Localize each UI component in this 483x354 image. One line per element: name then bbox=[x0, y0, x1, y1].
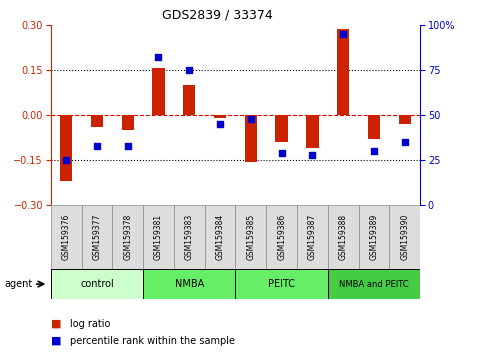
Text: GSM159383: GSM159383 bbox=[185, 214, 194, 260]
Point bbox=[401, 139, 409, 145]
Bar bbox=[51, 205, 82, 269]
Bar bbox=[205, 205, 236, 269]
Bar bbox=[275, 115, 288, 142]
Text: GDS2839 / 33374: GDS2839 / 33374 bbox=[162, 9, 273, 22]
Text: PEITC: PEITC bbox=[268, 279, 295, 289]
Point bbox=[62, 157, 70, 163]
Point bbox=[340, 31, 347, 37]
Point bbox=[93, 143, 101, 149]
Bar bbox=[337, 29, 349, 115]
Bar bbox=[51, 269, 143, 299]
Bar bbox=[236, 205, 266, 269]
Text: GSM159389: GSM159389 bbox=[369, 214, 379, 260]
Text: log ratio: log ratio bbox=[70, 319, 111, 329]
Text: GSM159386: GSM159386 bbox=[277, 214, 286, 260]
Text: GSM159390: GSM159390 bbox=[400, 214, 409, 261]
Bar bbox=[91, 115, 103, 127]
Point bbox=[155, 55, 162, 60]
Text: ■: ■ bbox=[51, 319, 61, 329]
Text: GSM159388: GSM159388 bbox=[339, 214, 348, 260]
Bar bbox=[143, 205, 174, 269]
Bar bbox=[358, 205, 389, 269]
Bar bbox=[174, 205, 205, 269]
Point bbox=[124, 143, 131, 149]
Text: NMBA: NMBA bbox=[175, 279, 204, 289]
Bar bbox=[398, 115, 411, 124]
Bar bbox=[152, 68, 165, 115]
Text: control: control bbox=[80, 279, 114, 289]
Bar bbox=[306, 115, 319, 148]
Point bbox=[278, 150, 285, 156]
Text: agent: agent bbox=[5, 279, 33, 289]
Point bbox=[247, 116, 255, 121]
Bar bbox=[214, 115, 226, 118]
Text: GSM159384: GSM159384 bbox=[215, 214, 225, 260]
Bar bbox=[82, 205, 112, 269]
Bar bbox=[297, 205, 328, 269]
Bar bbox=[183, 85, 196, 115]
Text: GSM159381: GSM159381 bbox=[154, 214, 163, 260]
Text: GSM159385: GSM159385 bbox=[246, 214, 256, 260]
Bar bbox=[328, 205, 358, 269]
Bar bbox=[368, 115, 380, 139]
Bar bbox=[389, 205, 420, 269]
Text: GSM159377: GSM159377 bbox=[92, 214, 101, 261]
Bar bbox=[245, 115, 257, 162]
Bar bbox=[122, 115, 134, 130]
Text: GSM159376: GSM159376 bbox=[62, 214, 71, 261]
Point bbox=[185, 67, 193, 73]
Bar bbox=[112, 205, 143, 269]
Point bbox=[309, 152, 316, 158]
Text: percentile rank within the sample: percentile rank within the sample bbox=[70, 336, 235, 346]
Text: ■: ■ bbox=[51, 336, 61, 346]
Text: GSM159378: GSM159378 bbox=[123, 214, 132, 260]
Text: GSM159387: GSM159387 bbox=[308, 214, 317, 260]
Bar bbox=[266, 205, 297, 269]
Point bbox=[216, 121, 224, 127]
Text: NMBA and PEITC: NMBA and PEITC bbox=[339, 280, 409, 289]
Bar bbox=[328, 269, 420, 299]
Bar bbox=[236, 269, 328, 299]
Point bbox=[370, 148, 378, 154]
Bar bbox=[60, 115, 72, 181]
Bar bbox=[143, 269, 236, 299]
